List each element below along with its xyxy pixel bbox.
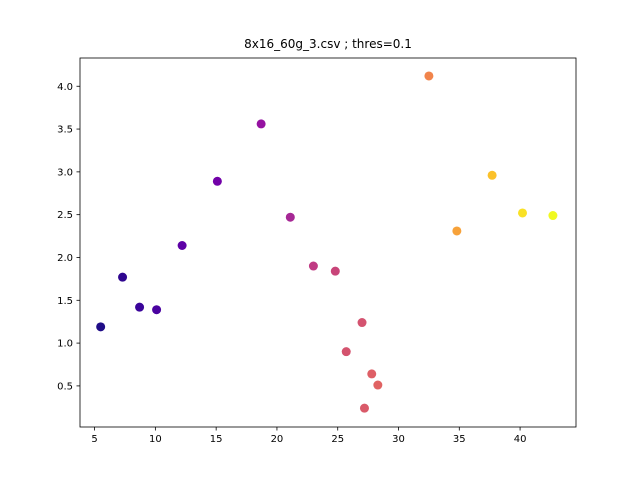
data-point bbox=[96, 322, 106, 332]
data-point bbox=[452, 226, 462, 236]
x-tick-label: 35 bbox=[453, 434, 466, 445]
y-tick-label: 1.0 bbox=[57, 339, 73, 350]
x-tick-label: 15 bbox=[210, 434, 223, 445]
x-axis: 5 10 15 20 25 30 35 40 bbox=[91, 427, 526, 445]
data-point bbox=[487, 170, 497, 180]
data-point bbox=[308, 261, 318, 271]
data-point bbox=[518, 208, 528, 218]
y-tick-label: 1.5 bbox=[57, 296, 73, 307]
data-point bbox=[373, 380, 383, 390]
y-axis: 0.5 1.0 1.5 2.0 2.5 3.0 3.5 4.0 bbox=[57, 82, 80, 392]
data-point bbox=[118, 272, 128, 282]
x-tick-label: 30 bbox=[392, 434, 405, 445]
data-point bbox=[359, 403, 369, 413]
data-point bbox=[367, 369, 377, 379]
data-point bbox=[357, 318, 367, 328]
y-tick-label: 0.5 bbox=[57, 381, 73, 392]
data-point bbox=[548, 211, 558, 221]
x-tick-label: 40 bbox=[514, 434, 527, 445]
data-point bbox=[177, 241, 187, 250]
y-tick-label: 2.5 bbox=[57, 210, 73, 221]
data-point bbox=[424, 71, 434, 81]
points-layer bbox=[96, 71, 558, 413]
data-point bbox=[256, 119, 266, 129]
x-tick-label: 20 bbox=[271, 434, 284, 445]
plot-area-frame bbox=[79, 57, 577, 428]
chart-title: 8x16_60g_3.csv ; thres=0.1 bbox=[244, 37, 412, 51]
x-tick-label: 5 bbox=[91, 434, 97, 445]
y-tick-label: 3.5 bbox=[57, 125, 73, 136]
data-point bbox=[152, 305, 162, 315]
data-point bbox=[135, 302, 145, 312]
y-tick-label: 4.0 bbox=[57, 82, 73, 93]
data-point bbox=[212, 176, 222, 186]
data-point bbox=[285, 212, 295, 222]
data-point bbox=[341, 347, 351, 357]
data-point bbox=[330, 266, 340, 276]
y-tick-label: 2.0 bbox=[57, 253, 73, 264]
x-tick-label: 25 bbox=[331, 434, 344, 445]
y-tick-label: 3.0 bbox=[57, 167, 73, 178]
x-tick-label: 10 bbox=[149, 434, 162, 445]
